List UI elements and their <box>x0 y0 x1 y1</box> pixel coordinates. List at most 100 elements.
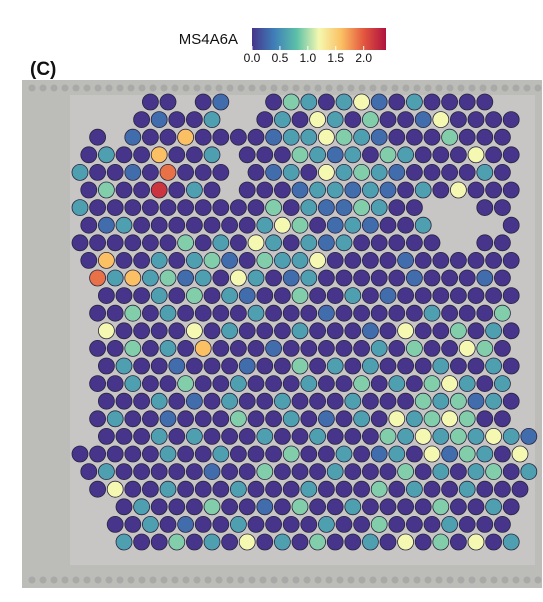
spot <box>115 146 133 164</box>
spot <box>212 269 230 287</box>
spot <box>449 357 467 375</box>
spot <box>150 181 168 199</box>
fiducial-dot <box>402 576 410 584</box>
spot <box>265 128 283 146</box>
fiducial-dot <box>83 84 91 92</box>
spot <box>379 216 397 234</box>
spot <box>300 163 318 181</box>
spot <box>493 234 511 252</box>
spot <box>432 463 450 481</box>
spot <box>212 339 230 357</box>
spot <box>300 93 318 111</box>
spot <box>449 111 467 128</box>
spot <box>141 339 159 357</box>
spot <box>432 287 450 305</box>
spot <box>212 234 230 252</box>
fiducial-dot <box>281 84 289 92</box>
spot <box>414 146 432 164</box>
spot <box>247 128 265 146</box>
spot <box>326 251 344 269</box>
spot <box>89 410 106 428</box>
spot <box>71 163 89 181</box>
spot <box>317 445 335 463</box>
spot <box>344 181 362 199</box>
spot <box>133 357 151 375</box>
spot <box>159 128 177 146</box>
spot <box>150 392 168 410</box>
fiducial-dot <box>50 84 58 92</box>
spot <box>238 533 256 551</box>
spot <box>71 199 89 217</box>
fiducial-dot <box>490 576 498 584</box>
spot <box>256 251 274 269</box>
spot <box>441 304 459 322</box>
spot <box>326 111 344 128</box>
spot <box>353 269 371 287</box>
spot <box>89 445 106 463</box>
spot <box>80 216 98 234</box>
spot <box>326 357 344 375</box>
spot <box>291 111 309 128</box>
spot <box>423 480 441 498</box>
spot <box>265 410 283 428</box>
spot <box>124 339 142 357</box>
spot <box>300 199 318 217</box>
spot <box>370 339 388 357</box>
spot <box>361 498 379 516</box>
spot <box>467 146 485 164</box>
spot <box>89 339 106 357</box>
spot <box>335 304 353 322</box>
fiducial-dot <box>314 84 322 92</box>
spot <box>106 410 124 428</box>
spot <box>379 392 397 410</box>
spot <box>89 375 106 393</box>
spot <box>273 463 291 481</box>
spot <box>326 427 344 445</box>
spot <box>423 163 441 181</box>
fiducial-dot <box>380 84 388 92</box>
spot <box>106 304 124 322</box>
spot <box>458 304 476 322</box>
spot <box>212 375 230 393</box>
spot <box>247 375 265 393</box>
spot <box>353 516 371 533</box>
spot <box>238 181 256 199</box>
spot <box>203 322 221 340</box>
spot <box>273 498 291 516</box>
spot <box>159 199 177 217</box>
spot <box>485 427 503 445</box>
spot <box>141 163 159 181</box>
spot <box>397 287 415 305</box>
spot <box>361 427 379 445</box>
spot <box>203 146 221 164</box>
spot <box>361 287 379 305</box>
spot <box>238 427 256 445</box>
spot <box>168 427 186 445</box>
colorbar-tick-label: 1.5 <box>327 51 344 65</box>
spot <box>273 357 291 375</box>
spot <box>476 93 494 111</box>
spot <box>185 251 203 269</box>
fiducial-dot <box>182 84 190 92</box>
spot <box>106 163 124 181</box>
spot <box>115 533 133 551</box>
spot <box>432 533 450 551</box>
spot <box>203 498 221 516</box>
spot <box>265 234 283 252</box>
colorbar-tick-label: 1.0 <box>299 51 316 65</box>
spot <box>485 111 503 128</box>
spot <box>133 498 151 516</box>
spot <box>185 216 203 234</box>
fiducial-dot <box>204 576 212 584</box>
spot <box>467 498 485 516</box>
fiducial-dot <box>314 576 322 584</box>
spot <box>194 480 212 498</box>
spot <box>309 181 327 199</box>
spot <box>141 234 159 252</box>
fiducial-dot <box>369 576 377 584</box>
spot <box>388 163 406 181</box>
spot <box>458 480 476 498</box>
spot <box>185 392 203 410</box>
spot <box>203 111 221 128</box>
